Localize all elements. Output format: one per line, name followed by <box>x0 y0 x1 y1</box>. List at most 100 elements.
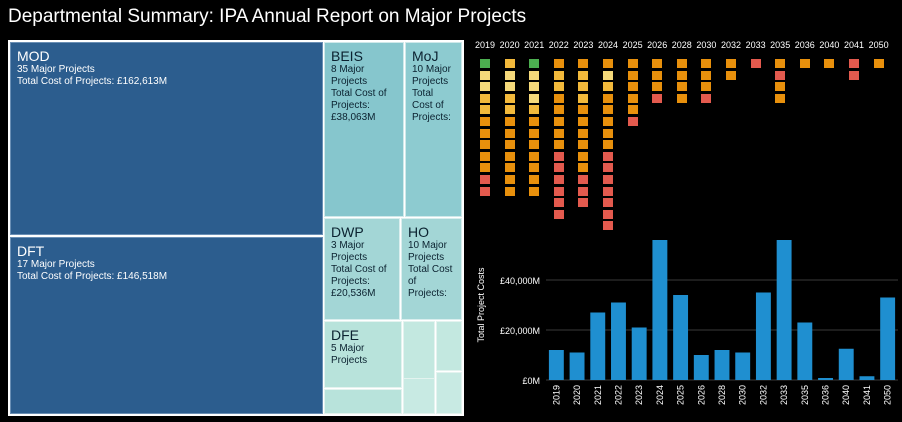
cost-bar[interactable] <box>859 376 875 380</box>
timeline-project-marker[interactable] <box>578 198 589 208</box>
timeline-project-marker[interactable] <box>529 93 540 103</box>
timeline-project-marker[interactable] <box>504 105 515 115</box>
timeline-project-marker[interactable] <box>578 140 589 150</box>
timeline-project-marker[interactable] <box>480 59 490 68</box>
cost-bar[interactable] <box>735 352 751 381</box>
timeline-project-marker[interactable] <box>480 93 490 103</box>
timeline-project-marker[interactable] <box>603 151 613 161</box>
timeline-project-marker[interactable] <box>504 186 515 196</box>
timeline-project-marker[interactable] <box>480 186 490 196</box>
treemap-tile-small[interactable] <box>436 372 462 414</box>
timeline-project-marker[interactable] <box>504 117 515 126</box>
timeline-project-marker[interactable] <box>775 93 786 103</box>
timeline-project-marker[interactable] <box>775 70 786 80</box>
timeline-project-marker[interactable] <box>529 70 540 80</box>
timeline-project-marker[interactable] <box>578 93 589 103</box>
timeline-project-marker[interactable] <box>529 105 540 115</box>
timeline-project-marker[interactable] <box>529 151 540 161</box>
timeline-project-marker[interactable] <box>480 117 490 126</box>
timeline-project-marker[interactable] <box>553 93 564 103</box>
cost-bar[interactable] <box>838 348 854 380</box>
timeline-project-marker[interactable] <box>799 59 810 68</box>
timeline-project-marker[interactable] <box>676 59 687 68</box>
timeline-project-marker[interactable] <box>603 221 613 231</box>
timeline-project-marker[interactable] <box>726 59 736 68</box>
timeline-project-marker[interactable] <box>578 117 589 126</box>
timeline-project-marker[interactable] <box>603 82 613 92</box>
timeline-project-marker[interactable] <box>480 163 490 173</box>
cost-bar[interactable] <box>714 350 730 380</box>
treemap-tile-small[interactable] <box>436 321 462 371</box>
timeline-project-marker[interactable] <box>578 186 589 196</box>
cost-bar[interactable] <box>880 297 896 381</box>
timeline-project-marker[interactable] <box>553 59 564 68</box>
cost-bar[interactable] <box>673 295 689 380</box>
timeline-project-marker[interactable] <box>578 175 589 184</box>
cost-bar[interactable] <box>631 327 647 381</box>
timeline-project-marker[interactable] <box>529 128 540 138</box>
timeline-project-marker[interactable] <box>849 70 859 80</box>
timeline-project-marker[interactable] <box>676 93 687 103</box>
timeline-project-marker[interactable] <box>529 140 540 150</box>
timeline-project-marker[interactable] <box>603 93 613 103</box>
timeline-project-marker[interactable] <box>553 82 564 92</box>
timeline-project-marker[interactable] <box>775 82 786 92</box>
timeline-project-marker[interactable] <box>701 59 712 68</box>
timeline-project-marker[interactable] <box>504 128 515 138</box>
timeline-project-marker[interactable] <box>480 140 490 150</box>
timeline-project-marker[interactable] <box>553 186 564 196</box>
cost-bar[interactable] <box>818 378 833 380</box>
timeline-project-marker[interactable] <box>504 163 515 173</box>
timeline-project-marker[interactable] <box>726 70 736 80</box>
timeline-project-marker[interactable] <box>603 186 613 196</box>
timeline-project-marker[interactable] <box>504 59 515 68</box>
timeline-project-marker[interactable] <box>578 105 589 115</box>
timeline-project-marker[interactable] <box>603 209 613 219</box>
timeline-project-marker[interactable] <box>652 93 663 103</box>
timeline-project-marker[interactable] <box>504 93 515 103</box>
timeline-project-marker[interactable] <box>627 70 638 80</box>
treemap-tile-small[interactable] <box>403 378 435 414</box>
timeline-project-marker[interactable] <box>627 59 638 68</box>
timeline-project-marker[interactable] <box>553 163 564 173</box>
timeline-project-marker[interactable] <box>553 70 564 80</box>
timeline-project-marker[interactable] <box>553 175 564 184</box>
timeline-project-marker[interactable] <box>578 151 589 161</box>
timeline-project-marker[interactable] <box>504 140 515 150</box>
timeline-project-marker[interactable] <box>603 70 613 80</box>
cost-bar[interactable] <box>652 240 668 380</box>
cost-bar[interactable] <box>548 350 564 380</box>
treemap-tile-dft[interactable]: DFT 17 Major Projects Total Cost of Proj… <box>10 237 323 414</box>
treemap-tile-ho[interactable]: HO 10 Major Projects Total Cost of Proje… <box>401 218 462 320</box>
cost-bar[interactable] <box>797 322 813 381</box>
timeline-project-marker[interactable] <box>873 59 884 68</box>
timeline-project-marker[interactable] <box>603 105 613 115</box>
cost-bar[interactable] <box>755 292 771 381</box>
timeline-project-marker[interactable] <box>701 93 712 103</box>
timeline-project-marker[interactable] <box>578 128 589 138</box>
timeline-project-marker[interactable] <box>504 175 515 184</box>
timeline-project-marker[interactable] <box>553 117 564 126</box>
timeline-project-marker[interactable] <box>578 70 589 80</box>
cost-bar[interactable] <box>569 352 585 381</box>
timeline-project-marker[interactable] <box>553 140 564 150</box>
timeline-project-marker[interactable] <box>603 175 613 184</box>
timeline-project-marker[interactable] <box>603 59 613 68</box>
timeline-project-marker[interactable] <box>504 151 515 161</box>
timeline-project-marker[interactable] <box>676 70 687 80</box>
timeline-project-marker[interactable] <box>529 117 540 126</box>
timeline-project-marker[interactable] <box>529 163 540 173</box>
cost-bar[interactable] <box>590 312 606 381</box>
timeline-project-marker[interactable] <box>652 59 663 68</box>
timeline-project-marker[interactable] <box>480 175 490 184</box>
timeline-project-marker[interactable] <box>553 105 564 115</box>
timeline-project-marker[interactable] <box>553 209 564 219</box>
timeline-project-marker[interactable] <box>824 59 835 68</box>
cost-bar[interactable] <box>776 240 792 380</box>
timeline-project-marker[interactable] <box>603 140 613 150</box>
timeline-project-marker[interactable] <box>480 70 490 80</box>
timeline-project-marker[interactable] <box>652 82 663 92</box>
timeline-project-marker[interactable] <box>480 82 490 92</box>
timeline-project-marker[interactable] <box>849 59 859 68</box>
timeline-project-marker[interactable] <box>652 70 663 80</box>
